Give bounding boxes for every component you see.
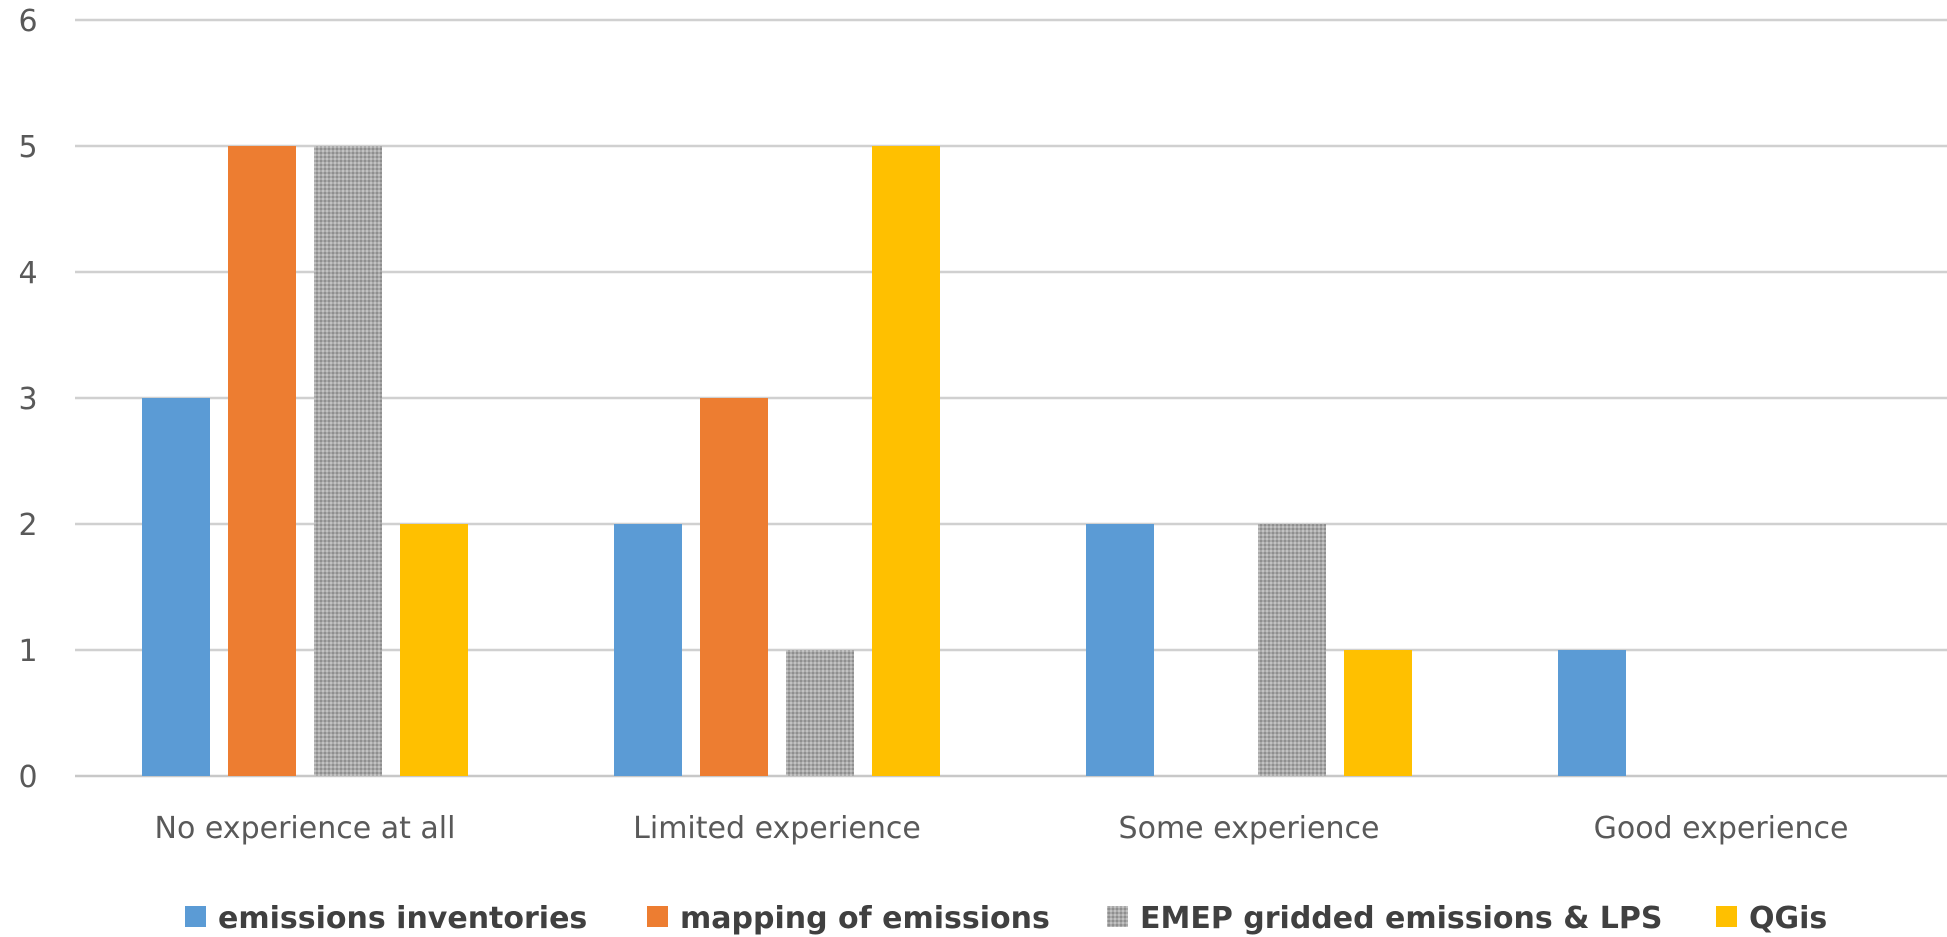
bar	[1344, 650, 1412, 776]
plot-area	[142, 146, 1626, 776]
legend-label: emissions inventories	[218, 901, 587, 936]
legend: emissions inventories mapping of emission…	[185, 901, 1827, 936]
legend-label: EMEP gridded emissions & LPS	[1140, 901, 1663, 936]
x-axis: No experience at all Limited experience So…	[155, 811, 1849, 846]
legend-swatch	[185, 906, 206, 927]
x-tick-label: No experience at all	[155, 811, 456, 846]
legend-label: mapping of emissions	[680, 901, 1050, 936]
y-tick-label: 4	[18, 256, 37, 291]
gridlines	[75, 18, 1947, 778]
legend-item: emissions inventories	[185, 901, 587, 936]
bar	[400, 524, 468, 776]
x-tick-label: Some experience	[1119, 811, 1380, 846]
y-tick-label: 2	[18, 508, 37, 543]
y-tick-label: 6	[18, 4, 37, 39]
y-tick-label: 1	[18, 634, 37, 669]
y-tick-label: 5	[18, 130, 37, 165]
legend-item: QGis	[1716, 901, 1827, 936]
legend-label: QGis	[1749, 901, 1827, 936]
bar	[314, 146, 382, 776]
legend-item: EMEP gridded emissions & LPS	[1107, 901, 1663, 936]
bar	[142, 398, 210, 776]
x-tick-label: Limited experience	[633, 811, 921, 846]
legend-item: mapping of emissions	[647, 901, 1050, 936]
legend-swatch	[1107, 906, 1128, 927]
bar	[614, 524, 682, 776]
bar	[1086, 524, 1154, 776]
y-tick-label: 0	[18, 760, 37, 795]
legend-swatch	[647, 906, 668, 927]
bar	[228, 146, 296, 776]
bar	[786, 650, 854, 776]
y-tick-label: 3	[18, 382, 37, 417]
bar	[1558, 650, 1626, 776]
bar	[1258, 524, 1326, 776]
y-axis: 0 1 2 3 4 5 6	[18, 4, 37, 795]
legend-swatch	[1716, 906, 1737, 927]
bar	[872, 146, 940, 776]
bar	[700, 398, 768, 776]
x-tick-label: Good experience	[1594, 811, 1849, 846]
